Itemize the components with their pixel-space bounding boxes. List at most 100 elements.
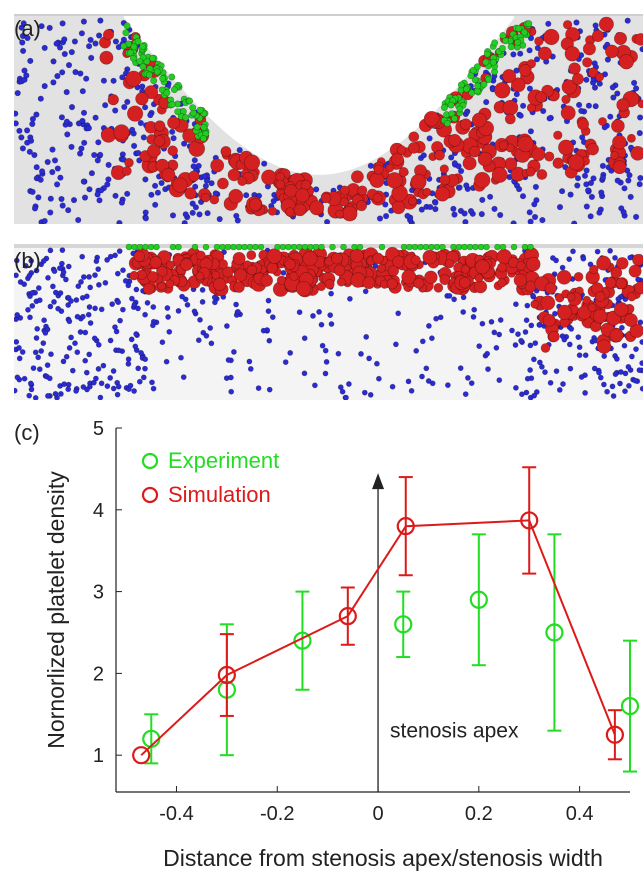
platelet-particle [610,266,623,279]
adhered-platelet [285,244,292,251]
rbc-particle [52,289,59,296]
adhered-platelet [230,244,237,251]
rbc-particle [383,213,390,220]
rbc-particle [87,284,94,291]
rbc-particle [112,192,119,199]
rbc-particle [14,312,21,318]
platelet-particle [142,283,155,295]
rbc-particle [450,205,457,212]
rbc-particle [135,365,142,372]
rbc-particle [56,44,64,51]
adhered-platelet [301,244,309,251]
adhered-platelet [422,244,430,251]
rbc-particle [373,360,380,367]
platelet-particle [460,264,470,274]
adhered-platelet [290,244,298,251]
adhered-platelet [351,244,358,251]
rbc-particle [216,216,223,223]
rbc-particle [583,76,590,83]
rbc-particle [376,215,384,222]
rbc-particle [68,334,74,341]
platelet-particle [212,277,227,292]
rbc-particle [49,169,56,176]
platelet-particle [525,256,541,272]
rbc-particle [21,375,28,382]
rbc-particle [550,255,556,261]
adhered-platelet [186,97,194,105]
rbc-particle [532,183,540,190]
rbc-particle [64,131,71,138]
rbc-particle [527,342,534,349]
platelet-particle [504,113,516,125]
platelet-particle [613,31,628,46]
rbc-particle [233,301,239,308]
rbc-particle [132,343,139,350]
adhered-platelet [153,244,160,251]
rbc-particle [202,182,209,190]
rbc-particle [26,392,33,399]
rbc-particle [73,387,79,394]
rbc-particle [462,219,469,224]
platelet-particle [473,280,488,294]
rbc-particle [58,195,65,203]
adhered-platelet [480,80,488,88]
rbc-particle [512,301,519,308]
platelet-particle [598,117,607,126]
rbc-particle [532,340,539,346]
adhered-platelet [471,76,479,84]
adhered-platelet [296,244,303,251]
rbc-particle [150,304,157,310]
experiment-point [545,623,564,642]
adhered-platelet [461,244,468,251]
rbc-particle [36,366,43,373]
platelet-particle [562,20,573,30]
rbc-particle [72,68,79,76]
rbc-particle [74,313,81,320]
rbc-particle [125,282,132,289]
platelet-particle [516,261,526,271]
rbc-particle [65,61,73,69]
rbc-particle [225,357,232,363]
platelet-particle [266,248,283,264]
adhered-platelet [131,244,138,251]
platelet-particle [616,257,629,270]
platelet-particle [228,188,244,204]
rbc-particle [107,374,114,381]
rbc-particle [50,58,57,65]
platelet-particle [540,295,556,311]
adhered-platelet [163,89,171,97]
rbc-particle [526,47,533,54]
adhered-platelet [246,244,254,251]
rbc-particle [323,359,330,365]
rbc-particle [147,111,154,119]
rbc-particle [526,85,534,92]
rbc-particle [423,365,430,372]
platelet-particle [626,133,636,143]
adhered-platelet [515,25,523,33]
rbc-particle [582,352,589,359]
platelet-particle [233,268,248,282]
adhered-platelet [139,43,147,51]
rbc-particle [318,321,325,328]
platelet-particle [491,166,508,183]
rbc-particle [80,18,87,25]
rbc-particle [129,126,136,133]
rbc-particle [27,314,33,321]
platelet-particle [200,192,211,203]
rbc-particle [201,173,208,180]
rbc-particle [335,350,342,357]
rbc-particle [180,374,187,380]
simulation-point [605,725,624,744]
rbc-particle [29,115,37,123]
rbc-particle [622,388,628,395]
adhered-platelet [134,37,142,45]
platelet-particle [531,147,546,162]
platelet-particle [309,200,325,216]
platelet-particle [246,250,257,261]
platelet-particle [260,274,273,287]
platelet-particle [469,145,481,158]
rbc-particle [527,218,534,224]
platelet-particle [407,142,420,154]
rbc-particle [235,308,241,315]
rbc-particle [96,281,102,288]
